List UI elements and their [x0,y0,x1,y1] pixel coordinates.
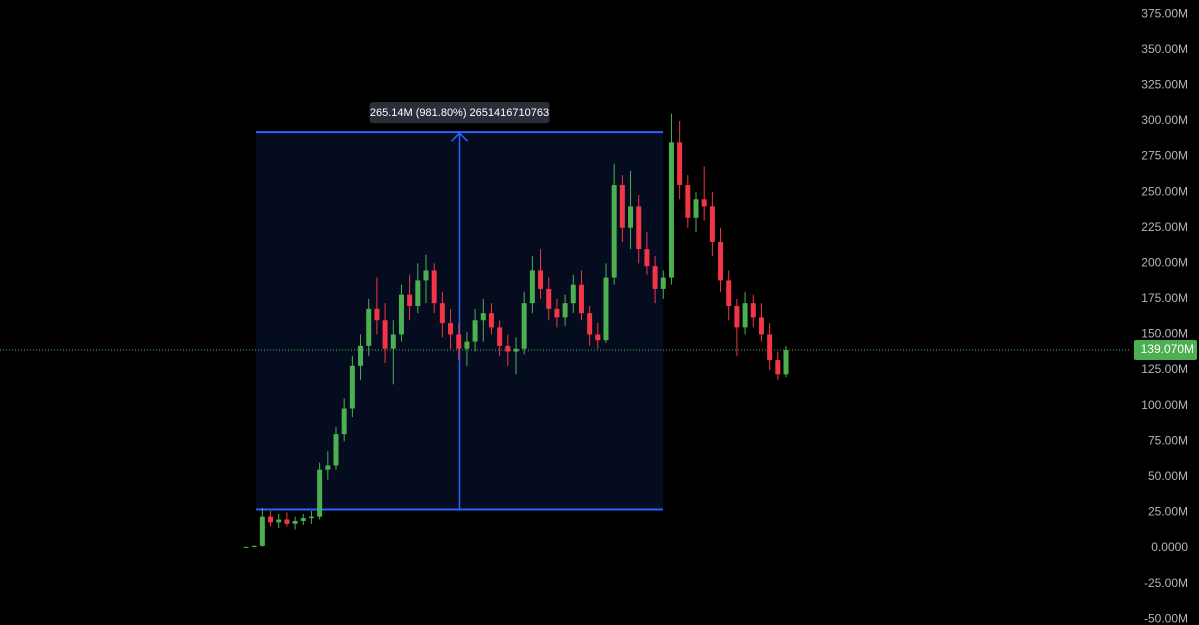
candle-body [660,277,666,289]
candle-body [628,206,634,228]
candle-body [734,306,740,328]
candle-body [497,327,503,346]
candle-body [546,288,552,309]
candle-body [587,313,593,335]
candle-body [390,334,396,349]
candle-body [276,519,282,523]
candle-body [677,142,683,186]
candle-body [341,408,347,435]
candle-body [578,284,584,314]
y-tick-label: 225.00M [1141,220,1188,234]
candle-body [439,303,445,324]
candle-body [333,434,339,466]
candle-body [308,516,314,519]
candle-body [251,545,257,547]
candle-body [374,308,380,321]
candle-body [480,313,486,321]
candle-body [570,284,576,304]
candle-body [349,365,355,409]
y-tick-label: 300.00M [1141,113,1188,127]
y-tick-label: 325.00M [1141,78,1188,92]
candle-body [693,199,699,218]
candle-body [529,270,535,304]
candle-body [423,270,429,281]
y-tick-label: 250.00M [1141,184,1188,198]
y-tick-label: 350.00M [1141,42,1188,56]
candle-body [619,185,625,228]
y-tick-label: 50.00M [1148,469,1188,483]
y-tick-label: 25.00M [1148,505,1188,519]
candle-body [505,345,511,352]
candle-body [709,206,715,242]
last-price-label: 139.070M [1141,342,1194,356]
y-tick-label: 150.00M [1141,327,1188,341]
candle-body [358,345,364,366]
candle-body [317,469,323,517]
candle-body [521,303,527,349]
candle-body [742,303,748,328]
last-price-box [1134,340,1197,361]
candle-body [513,348,519,352]
candle-body [407,294,413,307]
candle-body [464,341,470,349]
candle-body [243,546,249,548]
candle-body [718,241,724,281]
candle-body [644,249,650,267]
candle-body [325,465,331,470]
y-tick-label: 175.00M [1141,291,1188,305]
candle-body [726,280,732,307]
candle-body [636,206,642,250]
measure-label: 265.14M (981.80%) 2651416710763 [370,107,549,119]
candle-body [259,516,265,546]
candle-body [415,280,421,307]
y-tick-label: 125.00M [1141,362,1188,376]
candle-body [366,308,372,346]
measure-label-box [369,102,550,124]
candle-body [562,303,568,318]
y-tick-label: 275.00M [1141,149,1188,163]
y-tick-label: 75.00M [1148,433,1188,447]
y-tick-label: -50.00M [1144,611,1188,625]
candle-body [431,270,437,304]
y-tick-label: 100.00M [1141,398,1188,412]
candle-body [775,360,781,375]
candle-body [701,199,707,207]
y-tick-label: 375.00M [1141,6,1188,20]
candle-body [472,320,478,342]
candle-body [758,317,764,335]
candle-body [398,294,404,335]
y-tick-label: -25.00M [1144,576,1188,590]
candle-body [750,303,756,318]
candle-body [456,334,462,349]
candle-body [685,185,691,218]
candle-body [284,519,290,524]
y-tick-label: 200.00M [1141,255,1188,269]
candle-body [292,520,298,524]
candle-body [595,334,601,341]
candle-body [767,334,773,361]
candle-body [603,277,609,341]
candle-body [611,185,617,278]
candle-body [652,266,658,289]
measure-arrow-head [450,132,469,142]
candle-body [554,308,560,318]
candle-body [783,350,789,375]
candle-body [538,270,544,289]
y-tick-label: 0.0000 [1151,540,1188,554]
candle-body [668,142,674,278]
candle-body [300,518,306,521]
candle-body [382,320,388,349]
candle-body [488,313,494,328]
candle-body [448,323,454,335]
candle-body [268,516,274,523]
